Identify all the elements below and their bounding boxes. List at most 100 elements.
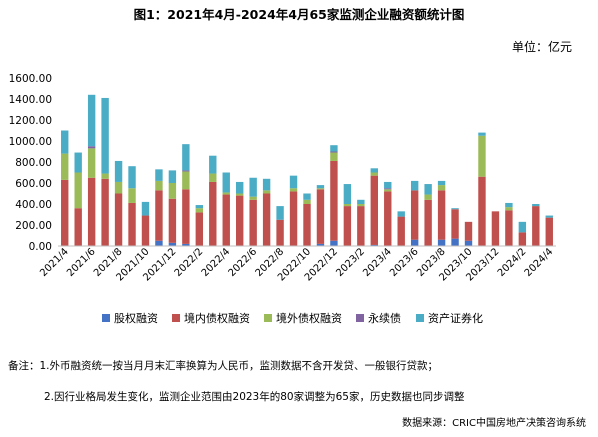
bar-segment [424, 199, 432, 246]
bar-segment [316, 185, 325, 189]
bar-segment [437, 190, 446, 240]
bar-segment [101, 178, 109, 246]
bar-segment [505, 207, 513, 211]
bar-segment [195, 208, 204, 213]
bar-segment [209, 173, 217, 182]
bar-segment [249, 196, 257, 200]
x-tick-label: 2021/6 [65, 246, 98, 279]
y-tick-label: 200.00 [15, 220, 52, 232]
x-tick-label: 2024/4 [523, 246, 556, 279]
y-tick-label: 1000.00 [9, 136, 52, 148]
bar-segment [168, 242, 177, 246]
y-tick-label: 400.00 [15, 199, 52, 211]
bar-segment [464, 240, 473, 246]
bar-segment [222, 194, 230, 246]
bar-segment [424, 194, 432, 200]
bar-segment [478, 135, 486, 177]
bar-segment [384, 181, 392, 189]
bar-segment [262, 193, 271, 246]
bar-segment [61, 130, 69, 154]
bar-segment [87, 94, 96, 147]
bar-segment [289, 175, 298, 189]
bar-segment [505, 210, 513, 246]
bar-segment [357, 204, 365, 207]
bar-segment [182, 144, 190, 171]
bar-segment [330, 151, 338, 153]
bar-segment [236, 195, 244, 246]
bar-segment [370, 175, 378, 245]
chart-title: 图1：2021年4月-2024年4月65家监测企业融资额统计图 [133, 7, 465, 22]
bar-segment [437, 239, 446, 246]
bar-segment [209, 155, 217, 174]
bar-segment [168, 170, 177, 183]
bar-segment [141, 201, 150, 216]
legend-label: 股权融资 [114, 312, 158, 325]
x-tick-label: 2023/4 [361, 246, 394, 279]
bar-segment [87, 146, 96, 149]
bar-segment [384, 188, 392, 190]
bar-segment [384, 189, 392, 192]
unit-label: 单位：亿元 [511, 40, 572, 54]
note-1: 备注：1.外币融资统一按当月月末汇率换算为人民币，监测数据不含开发贷、一般银行贷… [8, 360, 439, 372]
legend: 股权融资 境内债权融资 境外债权融资 永续债 资产证券化 [102, 311, 483, 325]
y-tick-label: 1200.00 [9, 115, 52, 127]
bar-segment [61, 179, 69, 246]
bar-segment [289, 191, 298, 246]
bar-segment [236, 181, 244, 194]
x-tick-label: 2023/2 [334, 246, 367, 279]
bar-segment [370, 168, 378, 173]
bar-segment [114, 181, 123, 194]
bars-group [61, 94, 553, 246]
legend-label: 永续债 [368, 311, 401, 325]
bar-segment [518, 232, 527, 246]
y-tick-label: 0.00 [29, 241, 52, 253]
bar-segment [195, 205, 204, 209]
y-tick-label: 1400.00 [9, 94, 52, 106]
bar-segment [545, 217, 553, 246]
bar-segment [262, 190, 271, 194]
bar-segment [330, 145, 338, 152]
bar-segment [168, 198, 177, 243]
bar-segment [128, 188, 136, 203]
bar-segment [128, 202, 136, 246]
bar-segment [155, 190, 163, 241]
bar-segment [343, 204, 352, 207]
x-tick-label: 2023/6 [388, 246, 421, 279]
bar-segment [74, 208, 82, 246]
legend-swatch [264, 314, 272, 322]
bar-segment [168, 183, 177, 199]
bar-segment [316, 188, 325, 190]
bar-segment [303, 193, 311, 200]
bar-segment [357, 206, 365, 246]
bar-segment [87, 177, 96, 246]
bar-segment [276, 219, 284, 246]
bar-segment [195, 212, 204, 246]
bar-segment [464, 221, 473, 241]
bar-segment [303, 199, 311, 204]
bar-segment [518, 221, 527, 233]
bar-segment [397, 211, 405, 217]
bar-segment [451, 208, 459, 210]
bar-segment [451, 209, 459, 239]
bar-segment [437, 180, 446, 186]
x-tick-label: 2024/2 [496, 246, 529, 279]
bar-segment [276, 206, 284, 220]
bar-segment [410, 239, 419, 246]
bar-segment [222, 172, 230, 193]
legend-swatch [356, 314, 364, 322]
bar-segment [236, 193, 244, 196]
x-tick-label: 2022/4 [200, 246, 233, 279]
bar-segment [424, 184, 432, 195]
bar-segment [114, 193, 123, 246]
bar-segment [330, 152, 338, 161]
bar-segment [451, 238, 459, 246]
bar-segment [545, 215, 553, 218]
bar-segment [532, 206, 540, 246]
bar-segment [478, 132, 486, 136]
bar-segment [155, 240, 163, 246]
bar-segment [114, 160, 123, 182]
y-tick-label: 1600.00 [9, 73, 52, 85]
bar-segment [410, 190, 419, 240]
bar-segment [101, 97, 109, 174]
y-tick-label: 800.00 [15, 157, 52, 169]
